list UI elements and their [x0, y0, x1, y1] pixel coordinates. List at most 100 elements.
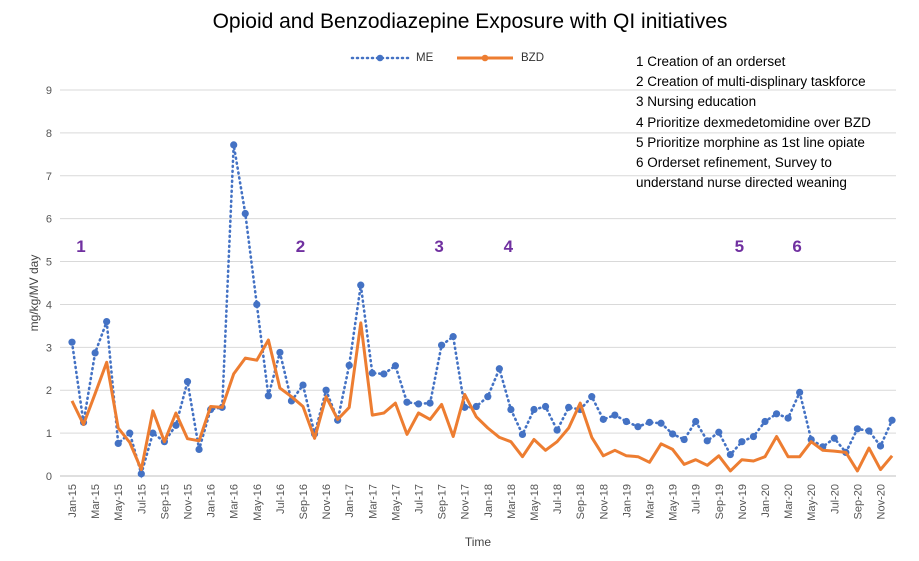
series-me-point	[253, 301, 260, 308]
qi-marker-number: 1	[76, 237, 85, 256]
y-tick-label: 6	[46, 214, 52, 226]
series-me-point	[138, 470, 145, 477]
qi-marker-number: 2	[296, 237, 305, 256]
y-tick-label: 9	[46, 85, 52, 97]
series-me-point	[565, 404, 572, 411]
series-me-point	[888, 417, 895, 424]
x-tick-label: Jan-18	[483, 484, 495, 518]
series-me-point	[230, 141, 237, 148]
series-me-point	[877, 442, 884, 449]
series-me-point	[484, 393, 491, 400]
x-tick-label: Nov-20	[876, 484, 888, 519]
x-tick-label: May-16	[252, 484, 264, 521]
qi-marker-number: 5	[735, 237, 744, 256]
y-tick-label: 1	[46, 428, 52, 440]
x-tick-label: Nov-15	[183, 484, 195, 519]
series-me-point	[646, 419, 653, 426]
series-me-point	[669, 430, 676, 437]
y-axis-label: mg/kg/MV day	[27, 255, 41, 332]
series-me-point	[692, 418, 699, 425]
x-tick-label: May-17	[390, 484, 402, 521]
qi-marker-number: 6	[792, 237, 801, 256]
series-me-point	[92, 349, 99, 356]
x-tick-label: May-20	[806, 484, 818, 521]
x-tick-label: May-19	[668, 484, 680, 521]
x-tick-label: Mar-16	[229, 484, 241, 519]
x-tick-label: Mar-20	[783, 484, 795, 519]
x-tick-label: May-18	[529, 484, 541, 521]
x-tick-label: Sep-15	[159, 484, 171, 519]
series-me-point	[438, 342, 445, 349]
x-tick-label: Mar-18	[506, 484, 518, 519]
x-tick-label: Sep-17	[437, 484, 449, 519]
series-me-point	[634, 423, 641, 430]
series-me-point	[184, 378, 191, 385]
x-tick-label: Mar-19	[645, 484, 657, 519]
series-me-point	[657, 420, 664, 427]
series-me-point	[623, 418, 630, 425]
y-tick-label: 7	[46, 171, 52, 183]
series-me-point	[346, 362, 353, 369]
x-tick-label: Jan-19	[621, 484, 633, 518]
series-me-point	[265, 392, 272, 399]
series-me-point	[403, 399, 410, 406]
series-me-line	[72, 145, 892, 474]
x-tick-label: Jul-20	[829, 484, 841, 514]
qi-marker-number: 3	[434, 237, 443, 256]
series-me-point	[369, 369, 376, 376]
series-me-point	[611, 411, 618, 418]
x-tick-label: Sep-20	[852, 484, 864, 519]
series-me-point	[773, 410, 780, 417]
x-tick-label: Jan-16	[206, 484, 218, 518]
series-me-point	[761, 418, 768, 425]
qi-marker-number: 4	[504, 237, 514, 256]
line-chart: 0123456789Jan-15 Mar-15 May-15 Jul-15 Sep-15…	[0, 0, 919, 561]
series-me-point	[323, 387, 330, 394]
series-me-point	[542, 403, 549, 410]
series-me-point	[507, 406, 514, 413]
x-tick-label: Sep-19	[714, 484, 726, 519]
series-me-point	[704, 437, 711, 444]
series-me-point	[831, 435, 838, 442]
series-me-point	[380, 370, 387, 377]
series-me-point	[276, 349, 283, 356]
x-tick-label: Jan-15	[67, 484, 79, 518]
x-tick-label: Jan-20	[760, 484, 772, 518]
series-me-point	[588, 393, 595, 400]
series-me-point	[530, 406, 537, 413]
y-tick-label: 8	[46, 128, 52, 140]
series-me-point	[727, 451, 734, 458]
series-me-point	[600, 416, 607, 423]
series-me-point	[865, 427, 872, 434]
x-tick-label: Nov-19	[737, 484, 749, 519]
x-tick-label: May-15	[113, 484, 125, 521]
x-axis-label: Time	[465, 535, 492, 549]
series-me-point	[785, 415, 792, 422]
series-me-point	[68, 339, 75, 346]
series-me-point	[796, 389, 803, 396]
series-me-point	[738, 438, 745, 445]
x-tick-label: Sep-16	[298, 484, 310, 519]
series-me-point	[126, 430, 133, 437]
series-me-point	[195, 446, 202, 453]
series-me-point	[681, 436, 688, 443]
x-tick-label: Jul-17	[414, 484, 426, 514]
x-tick-label: Mar-17	[367, 484, 379, 519]
y-tick-label: 2	[46, 385, 52, 397]
series-me-point	[854, 425, 861, 432]
series-me-point	[242, 210, 249, 217]
y-tick-label: 3	[46, 342, 52, 354]
series-me-point	[299, 381, 306, 388]
y-tick-label: 5	[46, 257, 52, 269]
x-tick-label: Jan-17	[344, 484, 356, 518]
series-me-point	[450, 333, 457, 340]
x-tick-label: Jul-19	[691, 484, 703, 514]
series-bzd-line	[72, 323, 892, 471]
x-tick-label: Jul-15	[136, 484, 148, 514]
series-me-point	[750, 433, 757, 440]
series-me-point	[392, 362, 399, 369]
x-tick-label: Jul-18	[552, 484, 564, 514]
series-me-point	[415, 400, 422, 407]
series-me-point	[496, 365, 503, 372]
series-me-point	[715, 429, 722, 436]
